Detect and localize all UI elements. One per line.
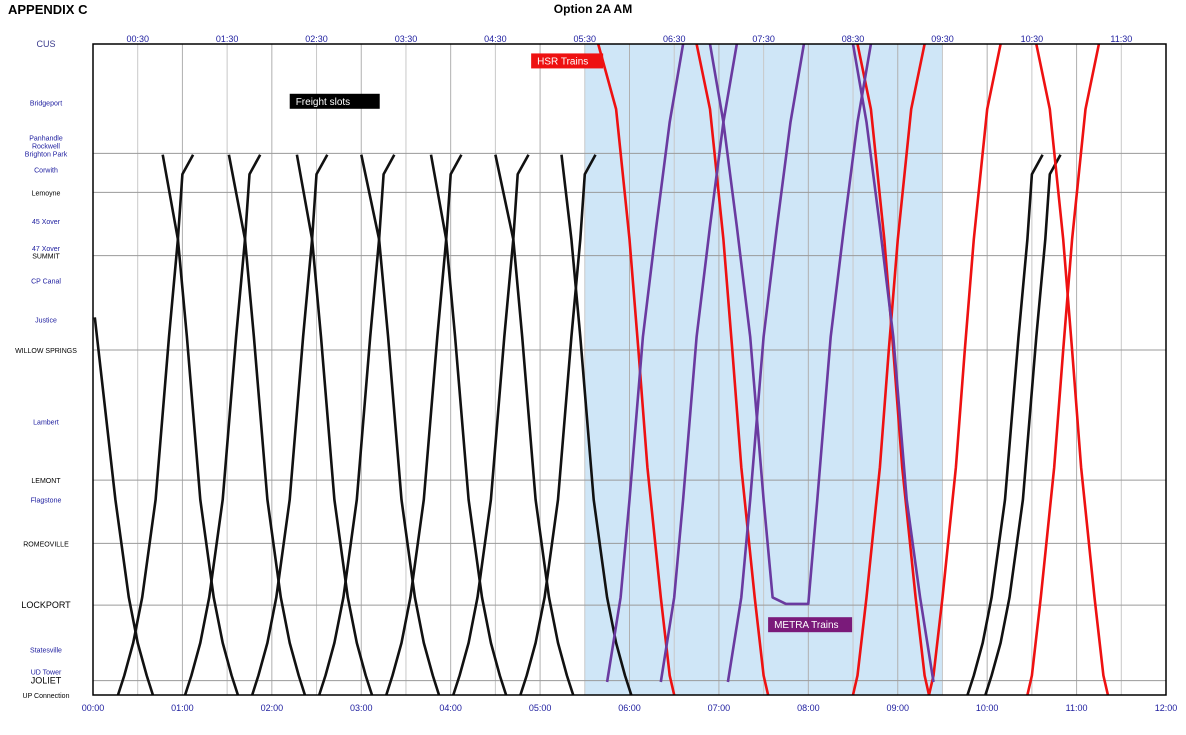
bottom-tick-label: 07:00	[708, 703, 731, 713]
legend-box	[289, 93, 380, 109]
legend-label: METRA Trains	[774, 620, 838, 631]
station-label: Flagstone	[31, 498, 62, 505]
hsr-train-path	[851, 43, 926, 696]
station-label: Lambert	[33, 420, 59, 427]
station-label: Statesville	[30, 647, 62, 654]
station-label: WILLOW SPRINGS	[15, 348, 77, 355]
freight-train-path	[250, 154, 329, 696]
legend-box	[768, 617, 853, 633]
hsr-train-path	[1035, 43, 1110, 696]
top-tick-label: 02:30	[305, 34, 328, 44]
top-tick-label: 09:30	[931, 34, 954, 44]
chart-title: Option 2A AM	[553, 2, 633, 16]
train-paths	[93, 43, 1110, 696]
bottom-tick-label: 06:00	[618, 703, 641, 713]
bottom-tick-label: 11:00	[1066, 703, 1088, 713]
hsr-train-path	[695, 43, 770, 696]
top-tick-label: 00:30	[126, 34, 149, 44]
metra-train-path	[726, 43, 806, 683]
station-label: Corwith	[34, 168, 58, 175]
station-label: CUS	[36, 39, 55, 49]
freight-train-path	[295, 154, 374, 696]
metra-train-path	[708, 43, 873, 606]
freight-train-path	[452, 154, 530, 696]
metra-train-path	[605, 43, 685, 683]
time-tick-labels: 00:00 01:00 02:00 03:00 04:00 05:00 06:00 07:00…	[82, 34, 1178, 713]
top-tick-label: 08:30	[842, 34, 865, 44]
bottom-tick-label: 09:00	[886, 703, 909, 713]
station-label: UD Tower	[31, 670, 62, 677]
bottom-tick-label: 08:00	[797, 703, 820, 713]
top-tick-label: 04:30	[484, 34, 507, 44]
hsr-train-path	[927, 43, 1002, 696]
appendix-label: APPENDIX C	[8, 2, 88, 17]
freight-train-path	[227, 154, 307, 696]
freight-train-path	[494, 154, 575, 696]
station-label: LEMONT	[31, 478, 61, 485]
legend-box	[531, 53, 604, 69]
station-gridlines	[93, 152, 1166, 682]
hsr-train-path	[596, 43, 676, 696]
freight-train-path	[429, 154, 508, 696]
freight-train-path	[519, 154, 597, 696]
freight-train-path	[385, 154, 463, 696]
hsr-train-path	[856, 43, 931, 696]
top-tick-label: 05:30	[574, 34, 597, 44]
station-label: 45 Xover	[32, 219, 61, 226]
freight-train-path	[183, 154, 262, 696]
bottom-tick-label: 02:00	[261, 703, 284, 713]
station-label: Lemoyne	[32, 190, 61, 197]
freight-train-path	[161, 154, 240, 696]
station-label: Rockwell	[32, 144, 60, 151]
freight-train-path	[317, 154, 396, 696]
station-label: UP Connection	[23, 693, 70, 700]
bottom-tick-label: 00:00	[82, 703, 105, 713]
station-label: JOLIET	[31, 676, 62, 686]
freight-train-path	[560, 154, 633, 696]
bottom-tick-label: 01:00	[171, 703, 194, 713]
bottom-tick-label: 10:00	[976, 703, 999, 713]
hsr-train-path	[1026, 43, 1101, 696]
station-label: SUMMIT	[32, 254, 60, 261]
legend-labels: Freight slots HSR Trains METRA Trains	[289, 53, 853, 633]
freight-train-path	[116, 154, 195, 696]
top-tick-label: 03:30	[395, 34, 418, 44]
bottom-tick-label: 12:00	[1155, 703, 1178, 713]
station-label: 47 Xover	[32, 246, 61, 253]
freight-train-path	[360, 154, 441, 696]
station-label: Panhandle	[29, 136, 63, 143]
top-tick-label: 06:30	[663, 34, 686, 44]
metra-train-path	[851, 43, 935, 683]
freight-train-path	[984, 154, 1062, 696]
legend-label: Freight slots	[296, 97, 350, 108]
top-tick-label: 01:30	[216, 34, 239, 44]
freight-train-path	[93, 317, 155, 696]
bottom-tick-label: 04:00	[439, 703, 462, 713]
bottom-tick-label: 05:00	[529, 703, 552, 713]
top-tick-label: 11:30	[1110, 34, 1132, 44]
top-tick-label: 10:30	[1021, 34, 1044, 44]
top-tick-label: 07:30	[752, 34, 775, 44]
vertical-gridlines	[92, 44, 1167, 695]
plot-frame	[92, 43, 1167, 696]
station-label: CP Canal	[31, 278, 61, 285]
bottom-tick-label: 03:00	[350, 703, 373, 713]
freight-train-path	[966, 154, 1044, 696]
station-label: Brighton Park	[25, 151, 68, 158]
station-label: Bridgeport	[30, 101, 62, 108]
station-label: ROMEOVILLE	[23, 541, 69, 548]
station-label: LOCKPORT	[21, 600, 71, 610]
legend-label: HSR Trains	[537, 56, 588, 67]
station-label: Justice	[35, 317, 57, 324]
